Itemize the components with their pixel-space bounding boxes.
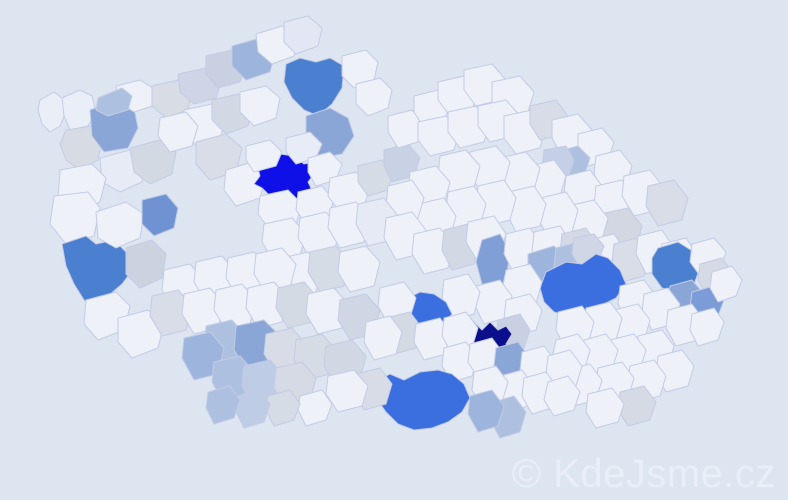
district[interactable] <box>205 385 241 425</box>
district[interactable] <box>709 265 743 303</box>
district-strong[interactable] <box>373 369 471 431</box>
district[interactable] <box>363 315 403 361</box>
district[interactable] <box>129 139 177 185</box>
district[interactable] <box>125 239 167 289</box>
district[interactable] <box>645 179 689 227</box>
district[interactable] <box>117 309 165 359</box>
district[interactable] <box>37 91 67 133</box>
district[interactable] <box>95 201 145 249</box>
district[interactable] <box>355 77 393 117</box>
district[interactable] <box>543 375 581 417</box>
district[interactable] <box>49 191 101 245</box>
district[interactable] <box>61 235 135 309</box>
district[interactable] <box>283 57 345 117</box>
district[interactable] <box>157 111 199 153</box>
district[interactable] <box>441 273 481 321</box>
district[interactable] <box>305 287 349 335</box>
watermark-kdejsme: © KdeJsme.cz <box>511 452 776 496</box>
district[interactable] <box>283 15 323 55</box>
district[interactable] <box>585 387 625 429</box>
district[interactable] <box>689 307 725 347</box>
district[interactable] <box>337 245 381 293</box>
district[interactable] <box>95 87 133 117</box>
district[interactable] <box>245 139 283 173</box>
district[interactable] <box>539 253 627 317</box>
district[interactable] <box>467 389 505 433</box>
district[interactable] <box>149 289 193 337</box>
district-layer <box>37 15 743 439</box>
district[interactable] <box>239 85 281 127</box>
district[interactable] <box>325 369 369 413</box>
district[interactable] <box>387 109 425 149</box>
district[interactable] <box>141 193 179 237</box>
